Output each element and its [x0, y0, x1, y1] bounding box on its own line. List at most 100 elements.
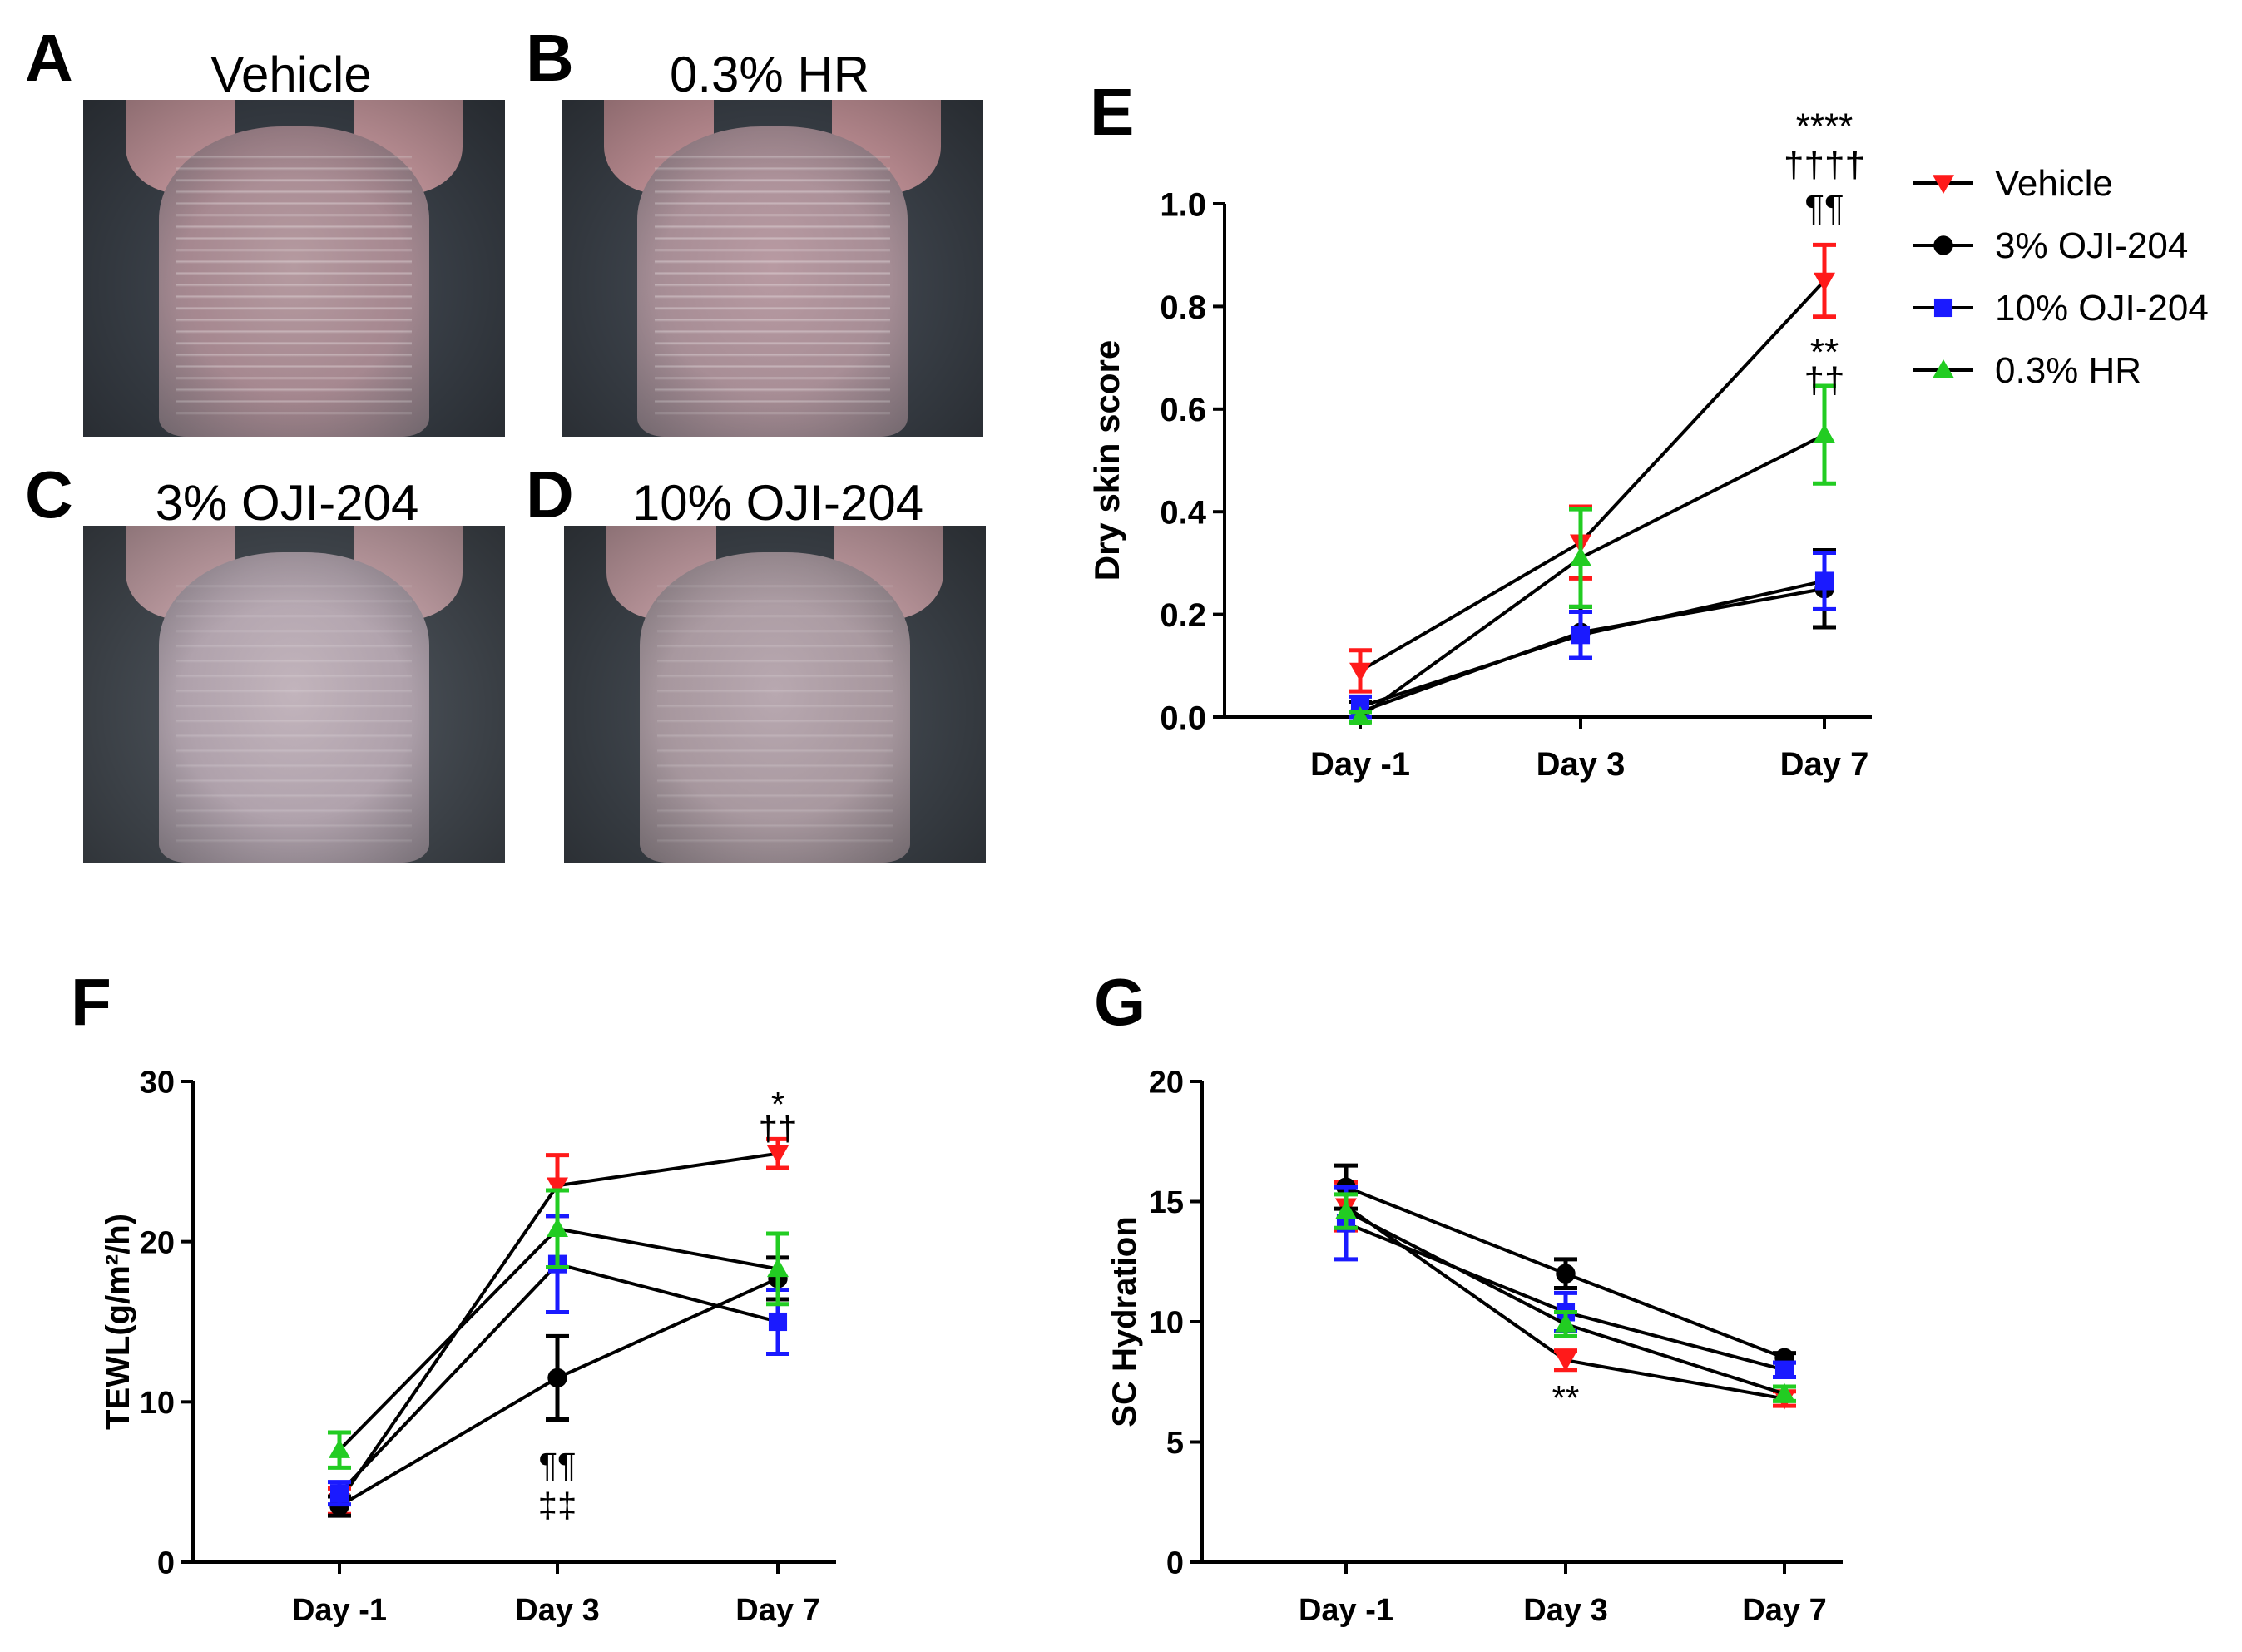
chart-g-point-hr — [1774, 1382, 1795, 1402]
chart-f-series-line-oji10 — [338, 1262, 779, 1495]
chart-f-significance-mark: †† — [759, 1109, 798, 1148]
chart-g-x-tick-label: Day -1 — [1299, 1593, 1393, 1628]
chart-e-y-axis-label: Dry skin score — [1087, 340, 1126, 581]
chart-g-point-oji3 — [1336, 1177, 1356, 1197]
chart-g-y-tick-label: 5 — [1166, 1426, 1184, 1461]
chart-e-point-oji10 — [1814, 571, 1834, 591]
chart-g-series-line-vehicle — [1344, 1204, 1785, 1401]
chart-e-point-oji3 — [1350, 702, 1370, 722]
panel-letter-g: G — [1094, 965, 1146, 1039]
chart-g-series-line-hr — [1345, 1209, 1785, 1396]
chart-e-y-tick-label: 1.0 — [1160, 186, 1206, 223]
chart-f-point-vehicle — [767, 1145, 789, 1165]
chart-g-point-oji3 — [1556, 1264, 1576, 1284]
chart-e-legend-label-hr: 0.3% HR — [1995, 350, 2141, 391]
chart-f-x-tick-label: Day -1 — [292, 1593, 387, 1628]
chart-e-significance-mark: ** — [1810, 332, 1839, 373]
chart-g-y-tick-label: 10 — [1149, 1306, 1184, 1341]
chart-g-point-oji3 — [1774, 1348, 1794, 1368]
panel-letter-b: B — [526, 21, 574, 95]
chart-e-point-oji3 — [1571, 622, 1591, 642]
chart-f-point-oji3 — [768, 1269, 788, 1288]
chart-e-point-vehicle — [1349, 662, 1371, 682]
chart-g-point-oji10 — [1556, 1303, 1576, 1322]
chart-e-y-tick-label: 0.6 — [1160, 392, 1206, 428]
chart-g-series-line-oji3 — [1345, 1185, 1785, 1360]
chart-f-series-line-hr — [338, 1227, 779, 1452]
chart-f-series-line-oji3 — [338, 1277, 779, 1508]
chart-e-point-hr — [1349, 706, 1371, 725]
chart-e-point-oji10 — [1350, 697, 1370, 716]
chart-g-y-tick-label: 0 — [1166, 1546, 1184, 1581]
chart-f-significance-mark: * — [771, 1085, 784, 1124]
chart-e-legend-label-oji3: 3% OJI-204 — [1995, 225, 2188, 266]
chart-g-point-hr — [1555, 1313, 1576, 1333]
chart-f-y-tick-label: 10 — [140, 1386, 175, 1421]
chart-f-point-hr — [547, 1218, 568, 1238]
photo-title-oji3: 3% OJI-204 — [155, 475, 419, 531]
photo-hr — [562, 100, 983, 437]
chart-e-significance-mark: **** — [1796, 106, 1853, 146]
chart-e-legend-marker-vehicle — [1933, 175, 1954, 194]
chart-f-x-tick-label: Day 7 — [735, 1593, 819, 1628]
photo-title-hr: 0.3% HR — [669, 47, 870, 102]
chart-e-x-tick-label: Day 7 — [1780, 746, 1869, 783]
chart-e-point-vehicle — [1814, 272, 1835, 292]
chart-f-y-tick-label: 0 — [157, 1546, 175, 1581]
chart-e-x-tick-label: Day 3 — [1537, 746, 1626, 783]
chart-e-series-line-oji3 — [1359, 586, 1825, 714]
photo-title-oji10: 10% OJI-204 — [631, 475, 924, 531]
chart-g-point-vehicle — [1335, 1198, 1357, 1218]
chart-e-series-line-hr — [1359, 433, 1825, 719]
chart-f-y-tick-label: 30 — [140, 1066, 175, 1101]
chart-e-series-line-oji10 — [1359, 579, 1825, 709]
chart-e-series-line-vehicle — [1359, 279, 1826, 673]
chart-f-y-tick-label: 20 — [140, 1225, 175, 1260]
chart-e-legend-marker-oji3 — [1933, 235, 1953, 255]
panel-letter-c: C — [25, 458, 73, 532]
panel-letter-a: A — [25, 21, 73, 95]
chart-f-point-oji10 — [329, 1484, 349, 1503]
chart-f-point-oji3 — [329, 1496, 349, 1516]
photo-vehicle — [83, 100, 505, 437]
chart-g-x-tick-label: Day 3 — [1523, 1593, 1607, 1628]
chart-f-y-axis-label: TEWL(g/m²/h) — [100, 1214, 136, 1430]
chart-f-series-line-vehicle — [338, 1151, 779, 1502]
chart-e-significance-mark: ¶¶ — [1804, 188, 1844, 229]
chart-f-point-hr — [329, 1439, 350, 1458]
chart-e-point-oji10 — [1571, 626, 1591, 645]
chart-f-significance-mark: ‡‡ — [538, 1486, 577, 1525]
chart-e-point-hr — [1570, 547, 1591, 566]
chart-e-point-hr — [1814, 423, 1835, 443]
panel-letter-e: E — [1090, 75, 1135, 149]
chart-g-significance-mark: ** — [1552, 1378, 1580, 1417]
chart-g-x-tick-label: Day 7 — [1742, 1593, 1826, 1628]
chart-e-point-oji3 — [1814, 579, 1834, 599]
chart-g-series-line-oji10 — [1345, 1221, 1785, 1372]
chart-e-legend-marker-oji10 — [1933, 298, 1953, 318]
chart-g-point-vehicle — [1555, 1352, 1576, 1372]
panel-letter-d: D — [526, 458, 574, 532]
photo-oji3 — [83, 526, 505, 863]
chart-e-significance-mark: †† — [1804, 360, 1845, 401]
chart-e-y-tick-label: 0.0 — [1160, 700, 1206, 736]
chart-f-x-tick-label: Day 3 — [515, 1593, 599, 1628]
chart-f-point-oji10 — [547, 1254, 567, 1274]
chart-g-point-oji10 — [1774, 1360, 1794, 1379]
chart-f-point-vehicle — [329, 1493, 350, 1512]
chart-f-point-oji10 — [768, 1312, 788, 1332]
chart-e-y-tick-label: 0.2 — [1160, 597, 1206, 634]
chart-e-point-vehicle — [1570, 534, 1591, 554]
chart-e-y-tick-label: 0.4 — [1160, 495, 1206, 532]
chart-g-y-tick-label: 15 — [1149, 1185, 1184, 1220]
chart-g-y-tick-label: 20 — [1149, 1066, 1184, 1101]
chart-g-point-vehicle — [1774, 1390, 1795, 1410]
chart-e-y-tick-label: 0.8 — [1160, 289, 1206, 326]
panel-letter-f: F — [71, 965, 111, 1039]
chart-g-point-hr — [1335, 1200, 1357, 1219]
chart-e-x-tick-label: Day -1 — [1310, 746, 1410, 783]
chart-g-y-axis-label: SC Hydration — [1106, 1216, 1143, 1427]
chart-e-legend-marker-hr — [1933, 359, 1954, 378]
chart-f-point-hr — [767, 1258, 789, 1278]
chart-f-point-oji3 — [547, 1368, 567, 1388]
